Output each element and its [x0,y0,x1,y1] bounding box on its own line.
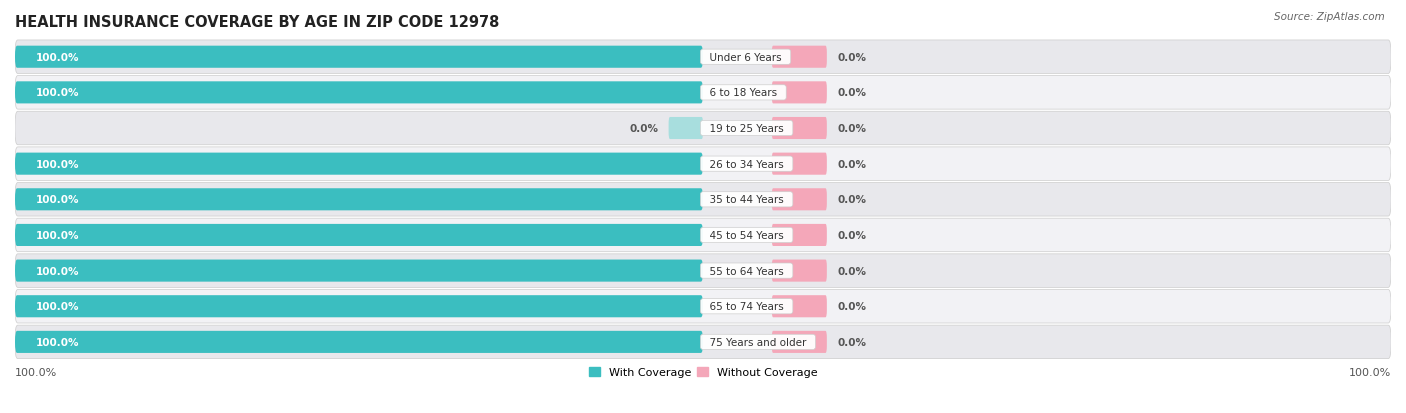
Text: 100.0%: 100.0% [35,337,79,347]
Text: 0.0%: 0.0% [837,301,866,311]
FancyBboxPatch shape [15,290,1391,323]
FancyBboxPatch shape [15,224,703,247]
FancyBboxPatch shape [772,295,827,318]
FancyBboxPatch shape [15,260,703,282]
FancyBboxPatch shape [15,295,703,318]
FancyBboxPatch shape [772,82,827,104]
Text: 100.0%: 100.0% [15,367,58,377]
Text: 0.0%: 0.0% [837,124,866,134]
FancyBboxPatch shape [15,325,1391,359]
Text: 100.0%: 100.0% [35,159,79,169]
FancyBboxPatch shape [772,153,827,175]
FancyBboxPatch shape [15,76,1391,110]
FancyBboxPatch shape [772,47,827,69]
FancyBboxPatch shape [15,153,703,175]
FancyBboxPatch shape [15,189,703,211]
FancyBboxPatch shape [772,260,827,282]
FancyBboxPatch shape [15,254,1391,287]
Text: 0.0%: 0.0% [837,230,866,240]
Text: 45 to 54 Years: 45 to 54 Years [703,230,790,240]
Text: 100.0%: 100.0% [35,52,79,62]
FancyBboxPatch shape [669,118,703,140]
Text: 100.0%: 100.0% [1348,367,1391,377]
Text: 100.0%: 100.0% [35,230,79,240]
Text: 100.0%: 100.0% [35,88,79,98]
FancyBboxPatch shape [15,331,703,353]
Text: 0.0%: 0.0% [837,88,866,98]
Text: 75 Years and older: 75 Years and older [703,337,813,347]
FancyBboxPatch shape [772,224,827,247]
Text: 19 to 25 Years: 19 to 25 Years [703,124,790,134]
Text: 0.0%: 0.0% [837,337,866,347]
Text: 6 to 18 Years: 6 to 18 Years [703,88,783,98]
FancyBboxPatch shape [15,147,1391,181]
Legend: With Coverage, Without Coverage: With Coverage, Without Coverage [585,363,821,382]
Text: 0.0%: 0.0% [837,52,866,62]
FancyBboxPatch shape [15,218,1391,252]
FancyBboxPatch shape [15,82,703,104]
FancyBboxPatch shape [15,112,1391,145]
Text: Under 6 Years: Under 6 Years [703,52,789,62]
FancyBboxPatch shape [772,331,827,353]
Text: 35 to 44 Years: 35 to 44 Years [703,195,790,205]
Text: 0.0%: 0.0% [837,195,866,205]
Text: 100.0%: 100.0% [35,301,79,311]
FancyBboxPatch shape [15,41,1391,74]
Text: 65 to 74 Years: 65 to 74 Years [703,301,790,311]
Text: 0.0%: 0.0% [837,266,866,276]
Text: Source: ZipAtlas.com: Source: ZipAtlas.com [1274,12,1385,22]
FancyBboxPatch shape [15,47,703,69]
Text: 55 to 64 Years: 55 to 64 Years [703,266,790,276]
Text: HEALTH INSURANCE COVERAGE BY AGE IN ZIP CODE 12978: HEALTH INSURANCE COVERAGE BY AGE IN ZIP … [15,15,499,30]
FancyBboxPatch shape [772,189,827,211]
Text: 26 to 34 Years: 26 to 34 Years [703,159,790,169]
Text: 0.0%: 0.0% [630,124,658,134]
Text: 100.0%: 100.0% [35,195,79,205]
FancyBboxPatch shape [772,118,827,140]
Text: 100.0%: 100.0% [35,266,79,276]
FancyBboxPatch shape [15,183,1391,216]
Text: 0.0%: 0.0% [837,159,866,169]
